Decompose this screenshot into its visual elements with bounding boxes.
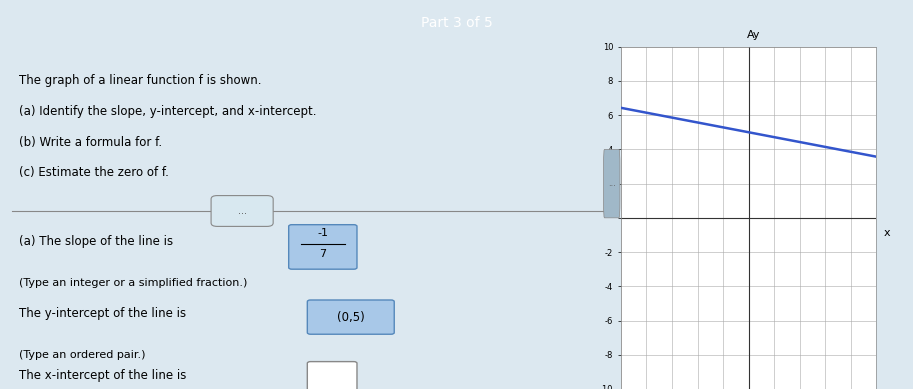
FancyBboxPatch shape — [308, 300, 394, 334]
Text: (c) Estimate the zero of f.: (c) Estimate the zero of f. — [18, 166, 169, 179]
X-axis label: x: x — [884, 228, 890, 238]
FancyBboxPatch shape — [289, 225, 357, 269]
Text: (Type an ordered pair.): (Type an ordered pair.) — [18, 350, 145, 360]
Text: (b) Write a formula for f.: (b) Write a formula for f. — [18, 136, 162, 149]
Text: ...: ... — [608, 179, 615, 188]
FancyBboxPatch shape — [603, 149, 620, 218]
Text: Part 3 of 5: Part 3 of 5 — [421, 16, 492, 30]
Text: The graph of a linear function f is shown.: The graph of a linear function f is show… — [18, 74, 261, 87]
Text: -1: -1 — [318, 228, 329, 238]
Text: ...: ... — [237, 206, 247, 216]
FancyBboxPatch shape — [211, 196, 273, 226]
Text: 7: 7 — [320, 249, 327, 259]
Text: (0,5): (0,5) — [337, 310, 364, 324]
Y-axis label: Ay: Ay — [747, 30, 761, 40]
Text: .: . — [354, 307, 358, 320]
Text: (Type an integer or a simplified fraction.): (Type an integer or a simplified fractio… — [18, 278, 247, 288]
Text: The y-intercept of the line is: The y-intercept of the line is — [18, 307, 185, 320]
Text: The x-intercept of the line is: The x-intercept of the line is — [18, 369, 186, 382]
Text: (a) The slope of the line is: (a) The slope of the line is — [18, 235, 173, 248]
FancyBboxPatch shape — [308, 362, 357, 389]
Text: (a) Identify the slope, y-intercept, and x-intercept.: (a) Identify the slope, y-intercept, and… — [18, 105, 316, 118]
Text: .: . — [354, 369, 358, 382]
